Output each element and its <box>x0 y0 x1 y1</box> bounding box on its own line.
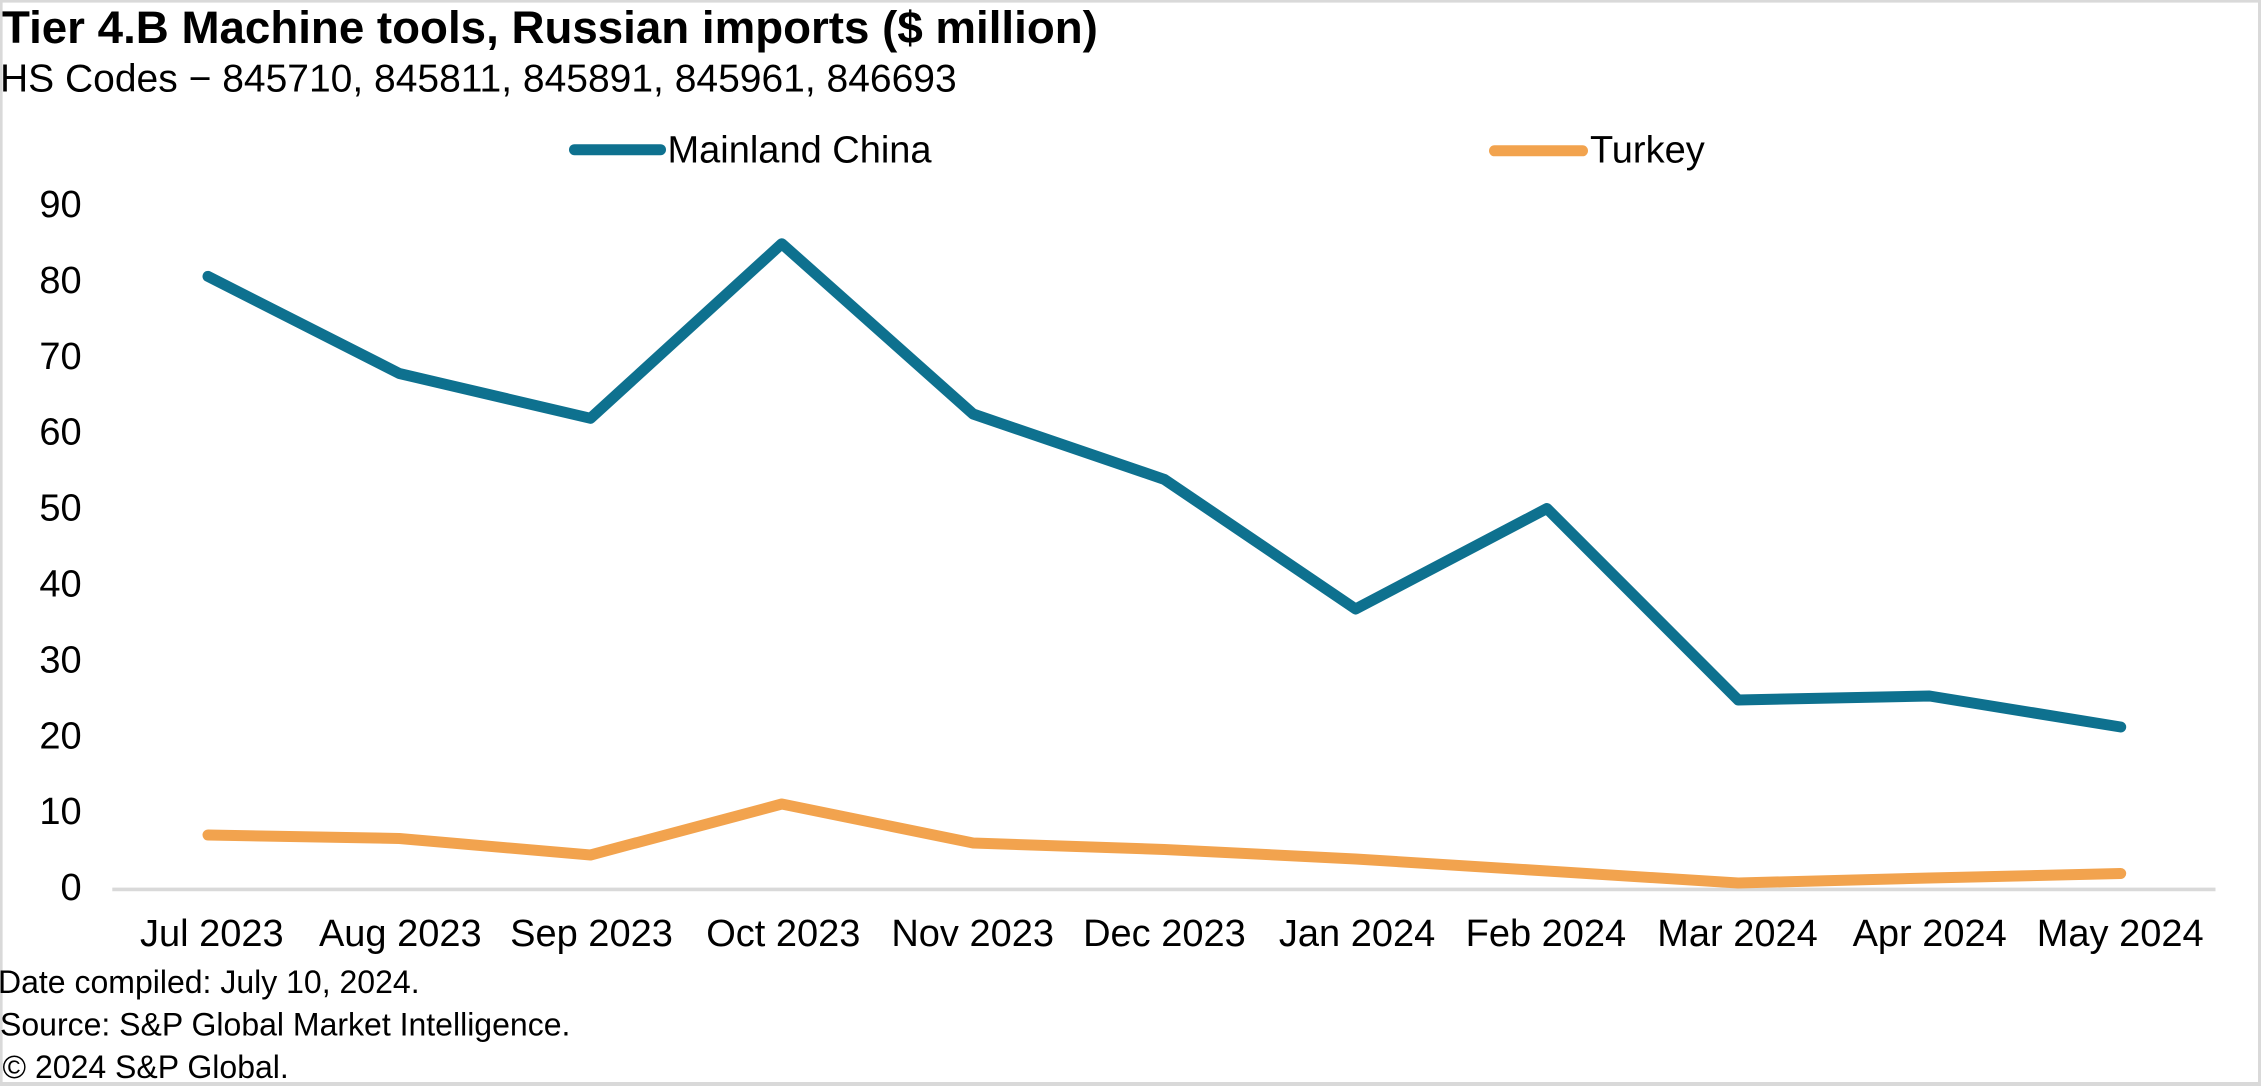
svg-text:Jul 2023: Jul 2023 <box>140 913 284 955</box>
svg-text:May 2024: May 2024 <box>2037 913 2204 955</box>
svg-text:Source: S&P Global Market Inte: Source: S&P Global Market Intelligence. <box>0 1007 570 1043</box>
svg-text:Mar 2024: Mar 2024 <box>1657 913 1818 955</box>
svg-text:10: 10 <box>39 791 81 833</box>
svg-text:50: 50 <box>39 488 81 530</box>
svg-text:Tier 4.B Machine tools, Russia: Tier 4.B Machine tools, Russian imports … <box>2 2 1098 53</box>
svg-text:Feb 2024: Feb 2024 <box>1466 913 1627 955</box>
svg-text:80: 80 <box>39 260 81 302</box>
svg-text:Aug 2023: Aug 2023 <box>319 913 482 955</box>
svg-text:HS Codes − 845710, 845811, 845: HS Codes − 845710, 845811, 845891, 84596… <box>0 58 957 101</box>
svg-text:Oct 2023: Oct 2023 <box>706 913 860 955</box>
svg-text:Nov 2023: Nov 2023 <box>891 913 1054 955</box>
svg-text:Dec 2023: Dec 2023 <box>1083 913 1246 955</box>
svg-text:Sep 2023: Sep 2023 <box>510 913 673 955</box>
svg-text:Apr 2024: Apr 2024 <box>1853 913 2007 955</box>
svg-text:Turkey: Turkey <box>1590 129 1705 171</box>
svg-text:20: 20 <box>39 715 81 757</box>
svg-text:Date compiled: July 10, 2024.: Date compiled: July 10, 2024. <box>0 964 420 1000</box>
svg-text:60: 60 <box>39 412 81 454</box>
svg-text:40: 40 <box>39 564 81 606</box>
svg-text:30: 30 <box>39 639 81 681</box>
svg-text:70: 70 <box>39 336 81 378</box>
svg-text:0: 0 <box>61 867 82 909</box>
svg-text:Mainland China: Mainland China <box>668 129 933 171</box>
svg-text:Jan 2024: Jan 2024 <box>1279 913 1435 955</box>
svg-text:90: 90 <box>39 184 81 226</box>
svg-text:© 2024 S&P Global.: © 2024 S&P Global. <box>3 1049 289 1085</box>
